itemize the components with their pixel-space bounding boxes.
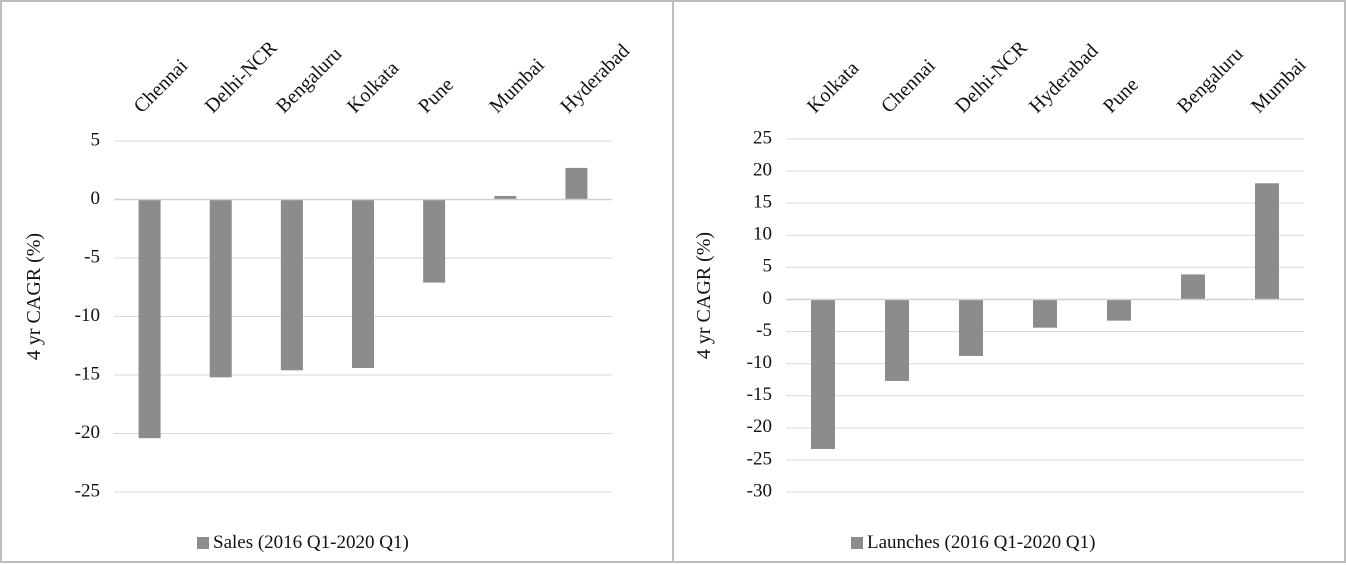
sales-chart-panel: 5 0 -5 -10 -15 -20 -25 Chennai Delhi-NCR Bengalur… — [0, 0, 674, 563]
sales-category-label: Kolkata — [343, 57, 403, 117]
launches-y-tick-label: -15 — [747, 384, 772, 405]
sales-bar-chennai — [138, 199, 161, 439]
launches-legend-swatch — [851, 537, 863, 549]
launches-y-tick-label: -20 — [747, 416, 772, 437]
sales-y-tick-label: -5 — [84, 246, 100, 267]
launches-y-axis-title: 4 yr CAGR (%) — [693, 232, 715, 359]
launches-y-tick-label: 15 — [753, 192, 772, 213]
launches-category-label: Delhi-NCR — [951, 36, 1032, 117]
launches-bar-hyderabad — [1033, 299, 1057, 328]
sales-category-label: Hyderabad — [556, 40, 634, 118]
launches-y-tick-label: 5 — [763, 256, 773, 277]
launches-y-tick-label: -10 — [747, 352, 772, 373]
sales-category-label: Bengaluru — [272, 43, 346, 117]
launches-y-tick-label: -30 — [747, 480, 772, 501]
sales-y-axis-title: 4 yr CAGR (%) — [23, 233, 45, 360]
launches-category-label: Hyderabad — [1025, 40, 1103, 118]
sales-bar-bengaluru — [280, 199, 303, 371]
launches-category-label: Bengaluru — [1173, 43, 1247, 117]
launches-bar-chennai — [885, 299, 909, 381]
launches-category-label: Mumbai — [1247, 54, 1311, 118]
launches-y-tick-label: 25 — [753, 127, 772, 148]
launches-chart-panel: 25 20 15 10 5 0 -5 -10 -15 -20 -25 -30 Kolkata Chenna… — [672, 0, 1346, 563]
launches-bar-pune — [1107, 299, 1131, 321]
launches-bar-kolkata — [811, 299, 835, 449]
sales-y-tick-label: -20 — [75, 422, 100, 443]
launches-category-label: Kolkata — [803, 57, 863, 117]
sales-bar-delhi-ncr — [209, 199, 232, 378]
launches-y-tick-label: -5 — [756, 320, 772, 341]
launches-legend-label: Launches (2016 Q1-2020 Q1) — [867, 532, 1096, 553]
launches-legend: Launches (2016 Q1-2020 Q1) — [851, 532, 1095, 554]
launches-category-label: Chennai — [877, 55, 940, 118]
sales-y-tick-label: 5 — [91, 129, 101, 150]
launches-category-label: Pune — [1099, 74, 1143, 118]
sales-y-tick-label: 0 — [91, 188, 101, 209]
launches-y-tick-label: 10 — [753, 224, 772, 245]
sales-legend-label: Sales (2016 Q1-2020 Q1) — [213, 532, 409, 553]
launches-bar-mumbai — [1255, 183, 1279, 300]
sales-legend: Sales (2016 Q1-2020 Q1) — [197, 532, 409, 554]
sales-bar-pune — [423, 199, 446, 283]
launches-bar-delhi-ncr — [959, 299, 983, 356]
sales-bar-kolkata — [352, 199, 374, 368]
sales-y-tick-label: -25 — [75, 480, 100, 501]
sales-category-label: Chennai — [130, 55, 193, 118]
sales-category-label: Pune — [414, 74, 458, 118]
launches-y-tick-label: 0 — [763, 288, 773, 309]
sales-y-tick-label: -10 — [75, 305, 100, 326]
sales-legend-swatch — [197, 537, 209, 549]
sales-chart: 5 0 -5 -10 -15 -20 -25 Chennai Delhi-NCRBengalur… — [23, 36, 634, 501]
sales-bar-hyderabad — [565, 167, 588, 200]
sales-bar-mumbai — [494, 195, 517, 200]
launches-y-tick-label: 20 — [753, 159, 772, 180]
launches-y-tick-label: -25 — [747, 448, 772, 469]
sales-category-label: Mumbai — [485, 54, 549, 118]
launches-chart: 25 20 15 10 5 0 -5 -10 -15 -20 -25 -30 Kolkata Chenna… — [693, 36, 1311, 501]
sales-category-label: Delhi-NCR — [201, 36, 282, 117]
launches-bar-bengaluru — [1181, 274, 1205, 300]
sales-y-tick-label: -15 — [75, 363, 100, 384]
